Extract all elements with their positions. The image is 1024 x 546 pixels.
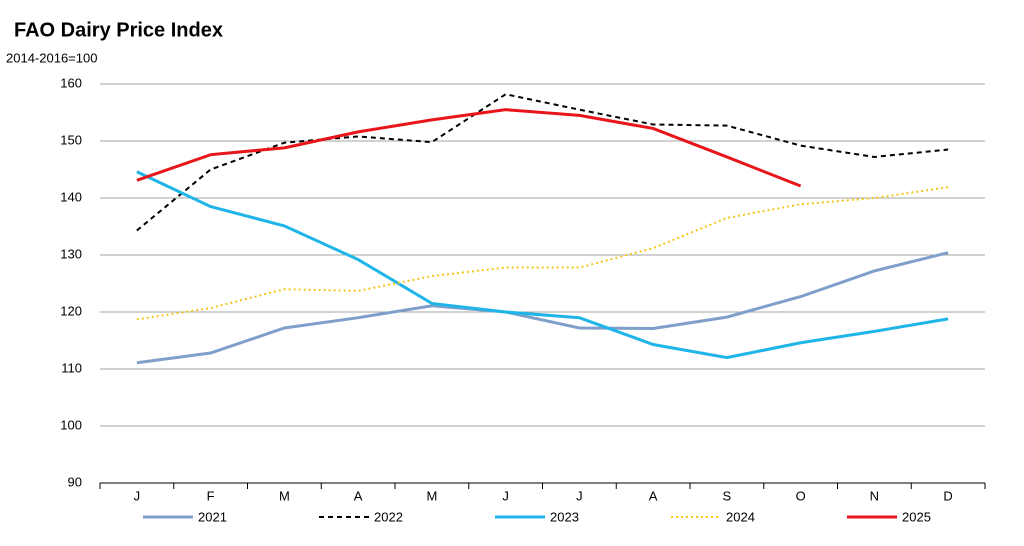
x-tick-label: D [943,488,952,503]
series-line [136,170,949,360]
x-tick-label: O [796,488,806,503]
x-tick-label: J [502,488,509,503]
x-tick-label: A [649,488,658,503]
x-tick-label: J [576,488,583,503]
series-line [136,108,802,188]
x-tick-label: J [134,488,141,503]
y-tick-label: 150 [60,132,82,147]
legend-label: 2022 [374,509,403,524]
y-tick-label: 100 [60,417,82,432]
x-tick-label: F [207,488,215,503]
legend-label: 2025 [902,509,931,524]
chart-title: FAO Dairy Price Index [14,19,223,41]
y-tick-label: 120 [60,303,82,318]
series-line [136,186,949,321]
y-tick-label: 130 [60,246,82,261]
x-tick-label: N [870,488,879,503]
y-tick-label: 90 [68,474,82,489]
legend-label: 2023 [550,509,579,524]
chart-subtitle: 2014-2016=100 [6,50,97,65]
x-tick-label: S [723,488,732,503]
y-tick-label: 160 [60,75,82,90]
y-tick-label: 110 [61,360,82,375]
x-tick-label: M [426,488,437,503]
series-line [136,93,949,232]
x-tick-label: A [354,488,363,503]
y-tick-label: 140 [60,189,82,204]
legend-label: 2021 [198,509,227,524]
x-tick-label: M [279,488,290,503]
legend-label: 2024 [726,509,755,524]
series-line [136,251,949,365]
